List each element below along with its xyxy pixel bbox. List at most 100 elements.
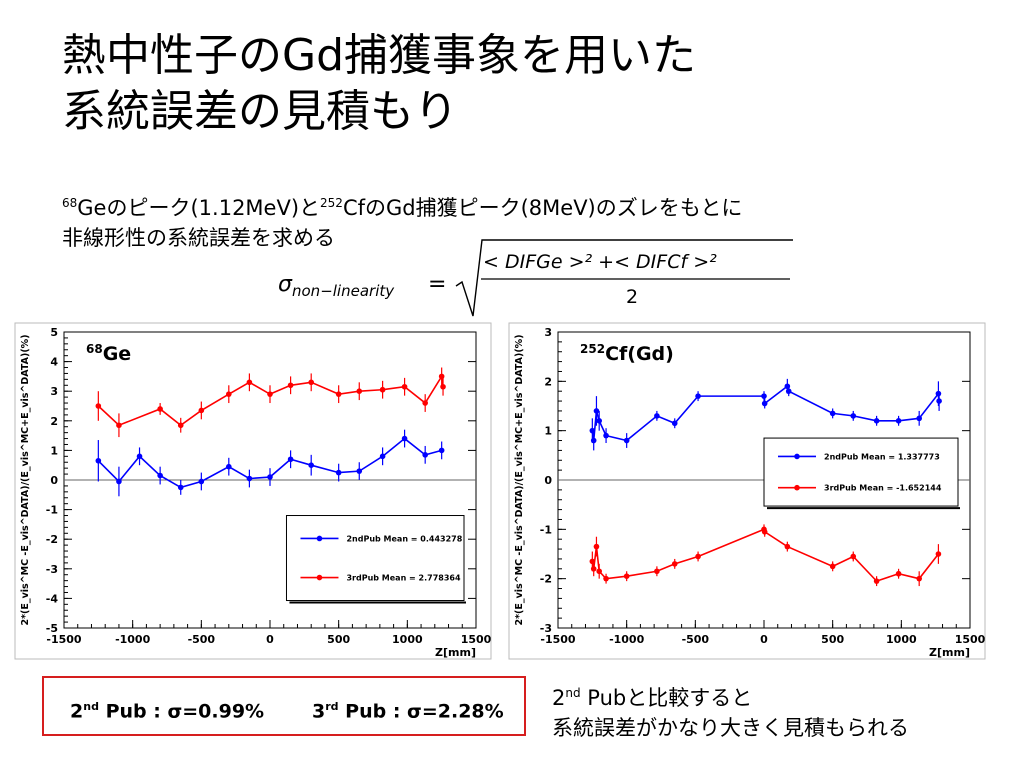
data-point xyxy=(440,383,446,390)
y-tick-label: -3 xyxy=(46,563,58,576)
description-line-1: 68Geのピーク(1.12MeV)と252CfのGd捕獲ピーク(8MeV)のズレ… xyxy=(62,188,742,223)
y-tick-label: -1 xyxy=(540,523,552,536)
panel-label-main: Cf(Gd) xyxy=(605,343,674,365)
formula-subscript: non−linearity xyxy=(292,282,395,300)
data-point xyxy=(287,382,294,389)
data-point xyxy=(287,456,294,463)
legend-box xyxy=(763,437,959,507)
legend-entry: 2ndPub Mean = 0.443278 xyxy=(346,534,462,543)
data-point xyxy=(654,568,660,575)
chart-frame xyxy=(14,322,492,660)
description-sup-cf: 252 xyxy=(320,196,343,210)
y-tick-label: -5 xyxy=(46,622,58,635)
data-point xyxy=(157,472,163,479)
data-point xyxy=(850,553,857,560)
data-point xyxy=(916,415,922,422)
y-tick-label: -2 xyxy=(540,573,552,586)
data-point xyxy=(936,398,942,404)
cf-chart: -3 -2 -1 0 1 2 3 -1500 -1000 -500 0 500 1000 1500Z[mm… xyxy=(508,322,986,660)
x-tick-label: 0 xyxy=(760,633,768,646)
data-point xyxy=(246,379,253,386)
data-point xyxy=(356,468,363,474)
data-point xyxy=(873,418,880,424)
legend-marker xyxy=(794,453,800,460)
title-line-2: 系統誤差の見積もり xyxy=(62,86,458,137)
legend-marker xyxy=(794,484,800,491)
data-point xyxy=(590,437,597,444)
y-tick-label: 4 xyxy=(50,356,58,369)
sigma-3rd-pub-text: Pub : σ=2.28% xyxy=(338,700,504,723)
legend-marker xyxy=(316,535,323,542)
y-axis-label: 2*(E_vis^MC -E_vis^DATA)/(E_vis^MC+E_vis… xyxy=(20,334,31,625)
sigma-3rd-pub-num: 3 xyxy=(312,700,326,723)
sigma-2nd-pub-sup: nd xyxy=(83,700,99,713)
data-point xyxy=(873,578,880,584)
data-point xyxy=(623,573,630,579)
x-tick-label: -1500 xyxy=(540,633,576,646)
sigma-2nd-pub-text: Pub : σ=0.99% xyxy=(98,700,265,723)
x-axis-label: Z[mm] xyxy=(929,646,970,659)
data-point xyxy=(267,391,273,397)
data-point xyxy=(935,390,942,397)
ge-chart: -5 -4 -3 -2 -1 0 1 2 3 4 5 -1500 -1000 -500 0 500 1000 15… xyxy=(14,322,492,660)
comparison-line-2: 系統誤差がかなり大きく見積もられる xyxy=(552,716,909,740)
x-tick-label: 500 xyxy=(327,633,350,646)
data-point xyxy=(829,410,836,417)
x-tick-label: -500 xyxy=(188,633,216,646)
data-point xyxy=(157,406,163,412)
data-point xyxy=(590,566,597,572)
y-tick-label: 3 xyxy=(544,326,552,339)
sigma-3rd-pub-sup: rd xyxy=(325,700,339,713)
data-point xyxy=(761,393,767,399)
panel-label-sup: 252 xyxy=(580,342,605,356)
sigma-2nd-pub: 2nd Pub : σ=0.99% xyxy=(70,700,264,722)
sigma-3rd-pub: 3rd Pub : σ=2.28% xyxy=(312,700,504,722)
data-point xyxy=(895,418,902,424)
y-axis-label: 2*(E_vis^MC -E_vis^DATA)/(E_vis^MC+E_vis… xyxy=(514,334,525,625)
x-tick-label: -1500 xyxy=(46,633,82,646)
data-point xyxy=(596,418,602,424)
data-point xyxy=(935,551,942,557)
formula-denominator: 2 xyxy=(626,286,638,308)
legend-entry: 2ndPub Mean = 1.337773 xyxy=(824,452,940,461)
data-point xyxy=(335,391,342,397)
data-point xyxy=(116,422,122,429)
description-part-b: CfのGd捕獲ピーク(8MeV)のズレをもとに xyxy=(342,196,743,220)
y-tick-label: -1 xyxy=(46,504,58,517)
data-point xyxy=(198,478,205,485)
data-point xyxy=(177,484,184,491)
data-point xyxy=(785,388,792,394)
y-tick-label: 2 xyxy=(544,375,552,388)
panel-label-main: Ge xyxy=(103,343,131,365)
data-point xyxy=(438,447,445,454)
legend-entry: 3rdPub Mean = -1.652144 xyxy=(824,484,942,493)
data-point xyxy=(379,453,386,460)
data-point xyxy=(596,568,602,575)
legend-marker xyxy=(316,574,323,581)
data-point xyxy=(246,475,253,482)
data-point xyxy=(177,422,184,429)
description-sup-ge: 68 xyxy=(62,196,78,210)
y-tick-label: 3 xyxy=(50,385,58,398)
data-point xyxy=(422,400,428,406)
x-tick-label: -1000 xyxy=(609,633,645,646)
data-point xyxy=(784,543,791,550)
data-point xyxy=(761,400,768,407)
y-tick-label: 0 xyxy=(544,474,552,487)
y-tick-label: 1 xyxy=(50,444,58,457)
x-tick-label: 1500 xyxy=(955,633,986,646)
data-point xyxy=(356,388,363,394)
data-point xyxy=(308,379,315,386)
legend-box xyxy=(285,515,465,602)
legend-entry: 3rdPub Mean = 2.778364 xyxy=(346,574,461,583)
data-point xyxy=(593,543,600,550)
comparison-sup: nd xyxy=(565,686,581,700)
x-tick-label: -1000 xyxy=(115,633,151,646)
x-axis-label: Z[mm] xyxy=(435,646,476,659)
data-point xyxy=(226,463,232,470)
comparison-line-1: 2nd Pubと比較すると xyxy=(552,678,909,713)
slide-title: 熱中性子のGd捕獲事象を用いた 系統誤差の見積もり xyxy=(62,28,696,140)
data-point xyxy=(267,474,273,480)
y-tick-label: -2 xyxy=(46,533,58,546)
data-point xyxy=(308,462,315,468)
